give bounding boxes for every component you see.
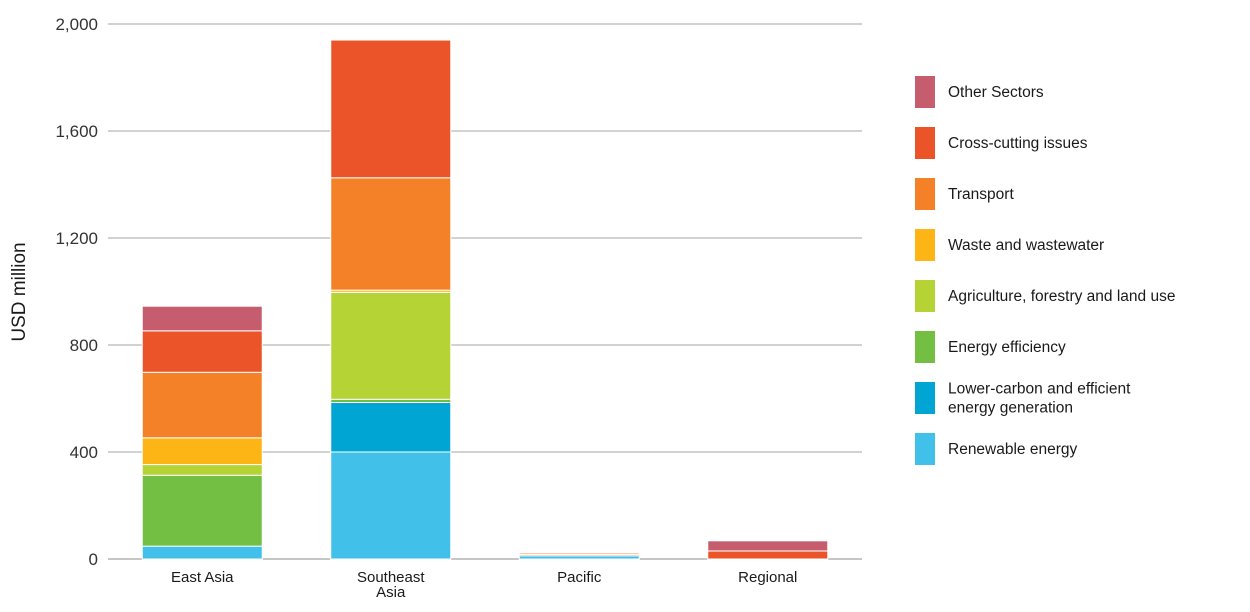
y-tick-label: 1,200 [55,229,98,248]
legend-label: energy generation [948,400,1073,417]
legend-swatch [915,382,935,414]
bar-segment [330,402,452,453]
bar-segment [141,437,263,466]
legend-label: Cross-cutting issues [948,135,1088,152]
x-category-label: Asia [376,584,406,601]
legend-label: Renewable energy [948,441,1078,458]
legend-label: Other Sectors [948,84,1044,101]
legend-label: Waste and wastewater [948,237,1104,254]
bar-segment [141,305,263,332]
x-category-label: Pacific [557,569,602,586]
bar-segment [330,291,452,400]
bars [141,39,829,560]
y-tick-label: 800 [70,336,98,355]
x-category-label: Southeast [357,569,425,586]
legend-label: Agriculture, forestry and land use [948,288,1175,305]
legend-label: Energy efficiency [948,339,1066,356]
legend: Other Sectors Cross-cutting issues Transpo… [915,76,1175,465]
bar-segment [141,464,263,476]
bar-segment [141,474,263,547]
y-tick-label: 1,600 [55,122,98,141]
y-tick-labels: 0 400 800 1,200 1,600 2,000 [55,15,98,569]
bar-segment [141,330,263,373]
legend-label: Transport [948,186,1014,203]
legend-swatch [915,127,935,159]
bar-segment [141,371,263,439]
x-category-label: Regional [738,569,797,586]
legend-swatch [915,178,935,210]
bar-segment [330,177,452,291]
y-tick-label: 0 [89,550,98,569]
legend-label: Lower-carbon and efficient [948,381,1131,398]
bar-segment [330,39,452,179]
legend-swatch [915,433,935,465]
legend-swatch [915,76,935,108]
bar-segment [518,552,640,555]
legend-swatch [915,280,935,312]
legend-swatch [915,229,935,261]
bar-segment [707,540,829,552]
bar-segment [141,545,263,560]
y-tick-label: 400 [70,443,98,462]
y-axis-title: USD million [9,242,30,341]
x-category-label: East Asia [171,569,234,586]
legend-swatch [915,331,935,363]
y-tick-label: 2,000 [55,15,98,34]
bar-segment [707,550,829,560]
bar-segment [330,451,452,560]
